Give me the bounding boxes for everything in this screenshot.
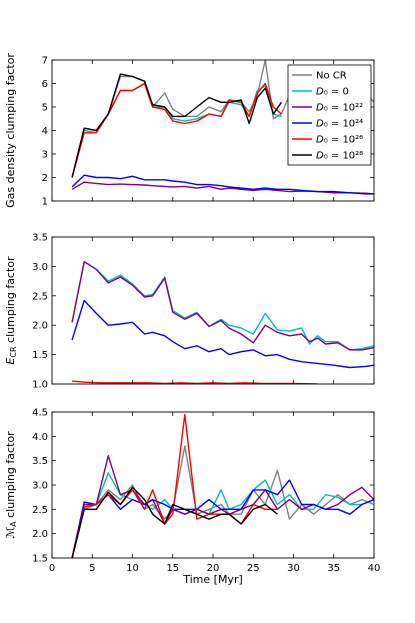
legend-label: D₀ = 0: [316, 87, 349, 98]
x-tick-label: 40: [368, 563, 381, 574]
x-tick-label: 5: [89, 563, 95, 574]
y-tick-label: 2.0: [32, 321, 48, 332]
legend-label: D₀ = 10²⁴: [316, 119, 363, 130]
y-tick-label: 1.0: [32, 380, 48, 391]
series-group: [71, 261, 374, 384]
y-tick-label: 3.5: [32, 456, 48, 467]
y-axis-label: Gas density clumping factor: [4, 53, 17, 208]
y-tick-label: 1: [42, 197, 48, 208]
y-tick-label: 2.5: [32, 505, 48, 516]
x-axis-label: Time [Myr]: [182, 573, 243, 586]
y-tick-label: 2.5: [32, 291, 48, 302]
y-tick-label: 6: [42, 79, 48, 90]
y-tick-label: 4: [42, 126, 48, 137]
series-line: [71, 261, 374, 351]
series-line: [71, 73, 282, 178]
plot-frame: [51, 411, 375, 559]
y-tick-label: 7: [42, 56, 48, 67]
y-tick-label: 1.5: [32, 554, 48, 565]
legend: No CR D₀ = 0 D₀ = 10²² D₀ = 10²⁴ D₀ = 10²⁶ D₀…: [287, 64, 372, 166]
y-tick-label: 3.0: [32, 481, 48, 492]
x-tick-label: 15: [166, 563, 179, 574]
y-tick-label: 3.0: [32, 262, 48, 273]
plot-frame: [51, 59, 375, 202]
series-line: [71, 174, 374, 195]
y-tick-label: 4.0: [32, 432, 48, 443]
panel-3: 1.5 2.0 2.5 3.0 3.5 4.0 4.5 0 5 10 15 20 25 30 35 40 ℳA …: [4, 408, 380, 575]
y-tick-label: 3.5: [32, 233, 48, 244]
series-line: [71, 486, 278, 558]
series-line: [71, 479, 374, 558]
legend-box: [287, 64, 372, 166]
x-tick-label: 30: [287, 563, 300, 574]
legend-label: D₀ = 10²²: [316, 103, 363, 114]
series-line: [72, 380, 318, 384]
series-group: [71, 413, 374, 558]
x-tick-label: 20: [207, 563, 220, 574]
y-tick-label: 1.5: [32, 350, 48, 361]
y-tick-label: 2: [42, 173, 48, 184]
series-line: [71, 299, 374, 369]
legend-label: D₀ = 10²⁸: [316, 151, 363, 162]
y-tick-label: 4.5: [32, 408, 48, 419]
series-line: [71, 82, 282, 178]
y-tick-label: 3: [42, 150, 48, 161]
legend-label: D₀ = 10²⁶: [316, 135, 363, 146]
y-tick-label: 5: [42, 103, 48, 114]
y-axis-label: ECR clumping factor: [4, 256, 18, 365]
legend-label: No CR: [316, 71, 347, 82]
panel-1: 1 2 3 4 5 6 7 Gas density clumping factor: [4, 53, 375, 208]
series-line: [71, 82, 282, 178]
y-tick-label: 2.0: [32, 529, 48, 540]
series-line: [71, 472, 374, 558]
x-tick-label: 10: [126, 563, 139, 574]
series-line: [71, 261, 374, 351]
x-tick-label: 35: [327, 563, 340, 574]
x-tick-label: 0: [49, 563, 55, 574]
x-tick-label: 25: [247, 563, 260, 574]
panel-2: 1.0 1.5 2.0 2.5 3.0 3.5 ECR clumping factor: [4, 233, 375, 391]
y-axis-label: ℳA clumping factor: [4, 431, 18, 539]
plot-frame: [51, 236, 375, 385]
